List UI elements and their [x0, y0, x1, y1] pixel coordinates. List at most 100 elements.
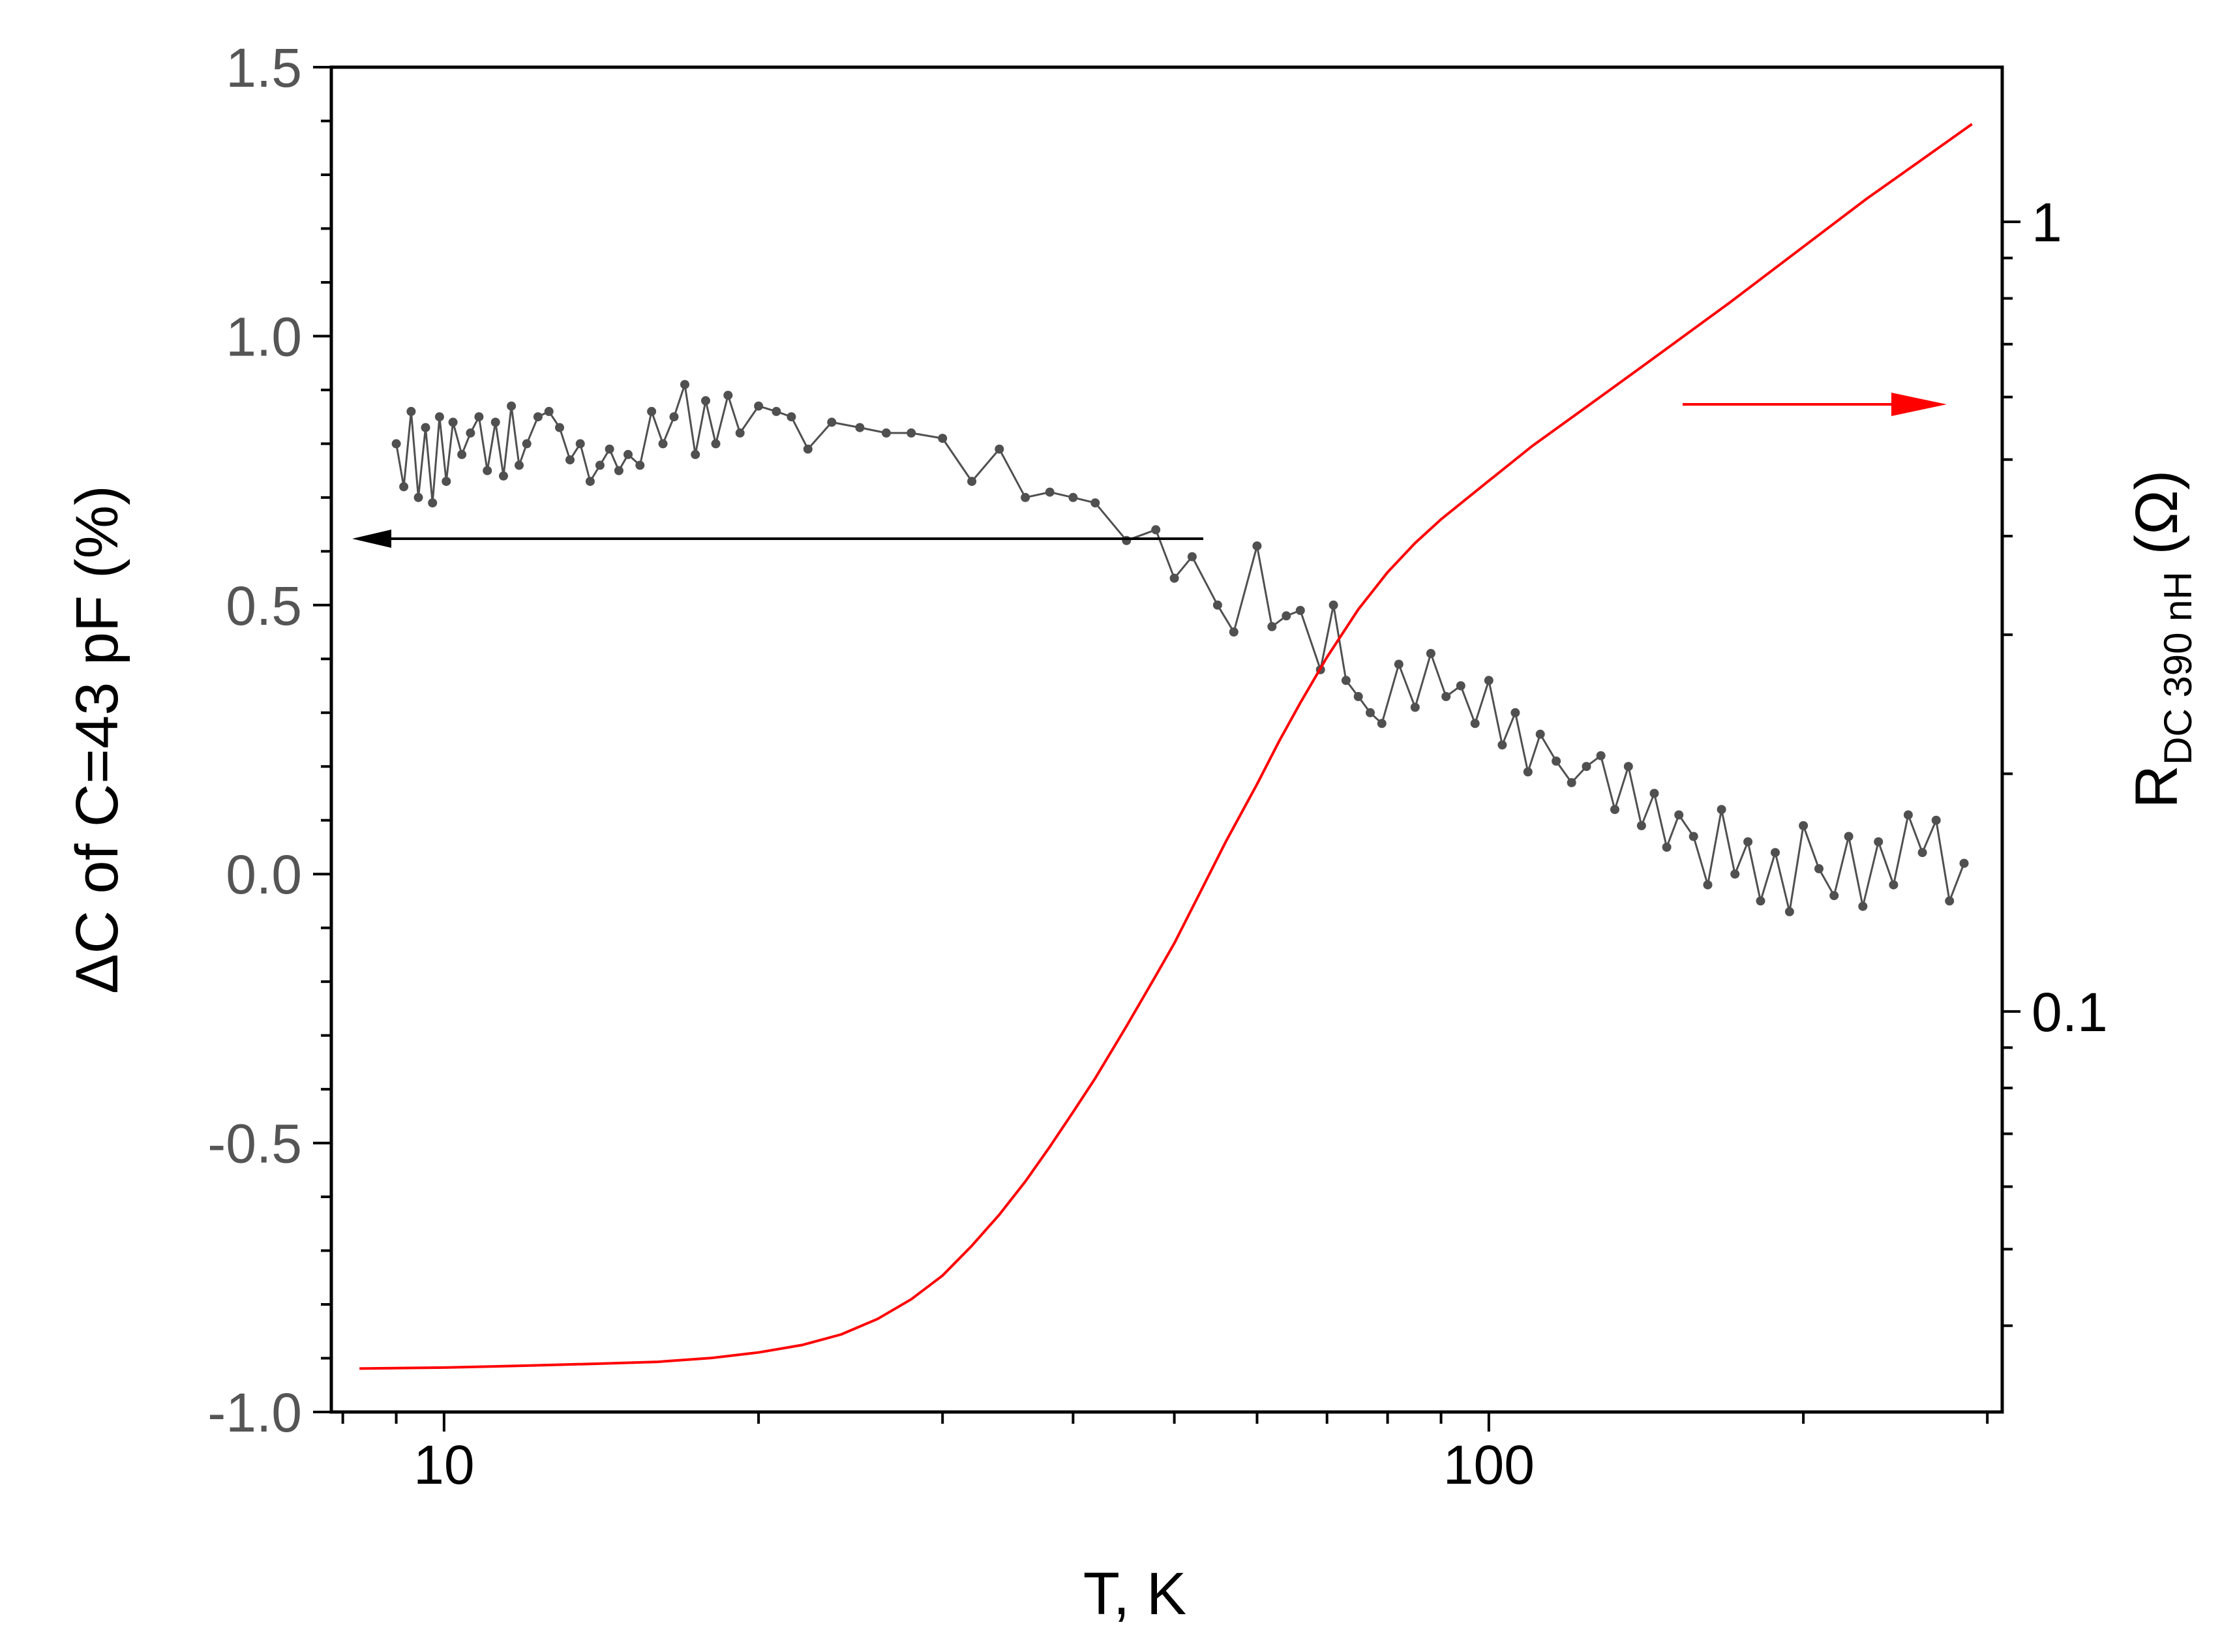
capacitance-point: [1187, 552, 1197, 562]
capacitance-point: [1649, 788, 1659, 798]
capacitance-point: [1829, 891, 1839, 901]
capacitance-point: [605, 444, 614, 454]
axis-ticks: [313, 66, 2020, 1432]
capacitance-point: [483, 466, 492, 475]
arrow-right: [1683, 393, 1947, 416]
capacitance-point: [399, 482, 409, 492]
capacitance-point: [1703, 880, 1713, 890]
capacitance-point: [701, 396, 710, 406]
capacitance-point: [1596, 751, 1606, 760]
capacitance-point: [575, 439, 585, 449]
capacitance-point: [1410, 702, 1420, 712]
capacitance-point: [1341, 676, 1351, 685]
y-right-axis-title: RDC 390 nH (Ω): [2124, 470, 2200, 809]
capacitance-point: [1377, 719, 1387, 728]
capacitance-point: [1510, 708, 1520, 717]
y-right-tick-labels: 0.11: [2032, 192, 2108, 1043]
y-right-axis-title-unit: (Ω): [2124, 470, 2190, 572]
capacitance-point: [434, 412, 444, 422]
capacitance-point: [1717, 805, 1726, 815]
capacitance-point: [1610, 805, 1619, 815]
capacitance-point: [1689, 832, 1698, 841]
capacitance-point: [658, 439, 668, 449]
capacitance-point: [391, 439, 401, 449]
capacitance-point: [827, 417, 837, 427]
y-left-tick-label: 0.0: [226, 844, 302, 905]
y-left-axis-title: ΔC of C=43 pF (%): [64, 485, 130, 994]
capacitance-point: [1858, 901, 1868, 911]
y-left-tick-label: -0.5: [207, 1113, 302, 1175]
capacitance-point: [669, 412, 679, 422]
capacitance-point: [1151, 525, 1161, 535]
capacitance-point: [635, 460, 645, 470]
y-left-tick-label: 1.5: [226, 37, 302, 98]
capacitance-point: [1931, 815, 1941, 825]
resistance-series: [359, 123, 1973, 1370]
capacitance-point: [1756, 896, 1765, 906]
capacitance-line: [395, 383, 1965, 913]
capacitance-point: [735, 428, 745, 438]
capacitance-point: [1212, 600, 1222, 610]
capacitance-point: [1456, 681, 1465, 691]
y-right-axis-title-main: R: [2124, 765, 2190, 808]
capacitance-point: [787, 412, 796, 422]
capacitance-point: [595, 460, 605, 470]
x-tick-label: 100: [1443, 1434, 1535, 1495]
capacitance-point: [1122, 535, 1132, 545]
capacitance-point: [855, 423, 865, 432]
capacitance-point: [803, 444, 813, 454]
capacitance-point: [907, 428, 916, 438]
capacitance-point: [938, 434, 948, 443]
capacitance-point: [1353, 692, 1363, 701]
capacitance-point: [1169, 573, 1179, 583]
arrow-left: [352, 530, 1203, 548]
capacitance-point: [1394, 659, 1404, 669]
capacitance-point: [1874, 837, 1884, 847]
capacitance-point: [474, 412, 484, 422]
x-tick-label: 10: [413, 1434, 474, 1495]
capacitance-point: [1484, 676, 1494, 685]
capacitance-point: [1090, 498, 1100, 508]
capacitance-point: [1623, 762, 1633, 772]
capacitance-point: [1497, 740, 1507, 750]
capacitance-point: [623, 449, 633, 459]
capacitance-point: [1470, 719, 1480, 728]
y-left-tick-label: -1.0: [207, 1382, 302, 1443]
capacitance-point: [1945, 896, 1955, 906]
capacitance-point: [691, 449, 700, 459]
y-left-tick-labels: -1.0 -0.5 0.0 0.5 1.0 1.5: [207, 37, 302, 1443]
capacitance-point: [1844, 832, 1854, 841]
capacitance-point: [881, 428, 891, 438]
capacitance-point: [490, 417, 500, 427]
capacitance-point: [1814, 864, 1824, 873]
capacitance-point: [1799, 821, 1809, 830]
capacitance-point: [1045, 487, 1055, 497]
capacitance-point: [1329, 600, 1338, 610]
capacitance-point: [448, 417, 458, 427]
capacitance-point: [585, 477, 595, 487]
capacitance-point: [995, 444, 1004, 454]
capacitance-point: [1426, 649, 1435, 658]
capacitance-point: [1674, 810, 1684, 820]
capacitance-point: [406, 406, 416, 416]
capacitance-point: [457, 449, 467, 459]
capacitance-point: [754, 401, 764, 411]
y-right-tick-label: 0.1: [2032, 982, 2108, 1043]
capacitance-point: [1582, 762, 1591, 772]
capacitance-point: [614, 466, 623, 475]
capacitance-point: [1441, 692, 1451, 701]
capacitance-point: [565, 455, 575, 465]
capacitance-point: [772, 406, 781, 416]
capacitance-point: [1743, 837, 1753, 847]
capacitance-point: [428, 498, 438, 508]
y-left-tick-label: 1.0: [226, 306, 302, 367]
capacitance-point: [647, 406, 657, 416]
capacitance-point: [1282, 611, 1291, 621]
y-left-tick-label: 0.5: [226, 575, 302, 637]
capacitance-point: [466, 428, 475, 438]
capacitance-point: [555, 423, 564, 432]
y-right-axis-title-subscript: DC 390 nH: [2156, 571, 2200, 765]
capacitance-point: [1730, 869, 1740, 879]
capacitance-point: [723, 391, 733, 400]
capacitance-point: [1252, 541, 1262, 551]
